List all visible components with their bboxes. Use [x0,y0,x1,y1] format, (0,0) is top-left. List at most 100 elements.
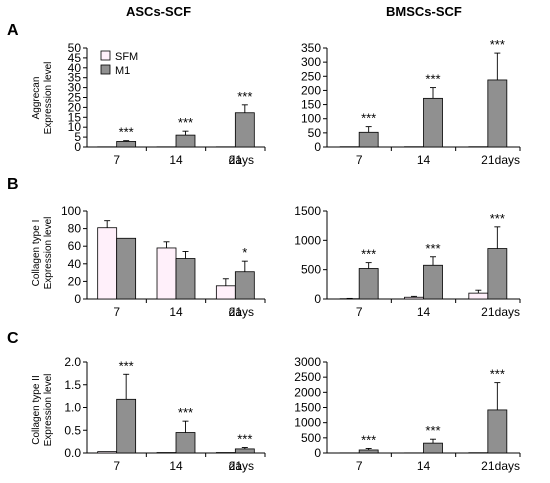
bar-r1c0-M1-2 [234,271,255,300]
legend-swatch-sfm [100,50,111,61]
y-tick-label-r0c0-0: 0 [74,140,81,154]
x-tick-label-r2c1-2: 21 [481,459,495,473]
y-tick-label-r2c0-2: 1.0 [64,401,81,415]
y-tick-label-r2c0-0: 0.0 [64,446,81,460]
y-tick-label-r0c0-3: 15 [68,110,82,124]
column-title-ascs: ASCs-SCF [126,4,192,19]
y-tick-label-r0c0-8: 40 [68,61,82,75]
y-tick-label-r0c1-2: 100 [301,112,321,126]
x-unit-label-r1c0: days [229,305,254,319]
y-tick-label-r1c1-2: 1000 [294,233,321,247]
x-tick-label-r0c0-0: 7 [113,153,120,167]
bar-r0c0-M1-0 [116,141,137,148]
y-tick-label-r2c1-6: 3000 [294,355,321,369]
x-tick-label-r2c0-1: 14 [169,459,183,473]
bar-r1c0-M1-0 [116,237,137,300]
legend-label-sfm: SFM [115,51,138,63]
y-tick-label-r2c0-1: 0.5 [64,423,81,437]
significance-r2c1-0: *** [361,432,376,447]
y-tick-label-r1c0-3: 60 [68,239,82,253]
bar-r1c1-SFM-1 [404,296,424,300]
y-tick-label-r0c0-2: 10 [68,120,82,134]
y-tick-label-r0c1-0: 0 [314,140,321,154]
y-tick-label-r0c0-6: 30 [68,81,82,95]
bar-r1c0-SFM-2 [215,285,236,300]
y-tick-label-r2c1-2: 1000 [294,416,321,430]
bar-r0c1-M1-1 [423,97,443,148]
bar-r1c1-SFM-2 [468,292,489,300]
y-tick-label-r0c0-9: 45 [68,51,82,65]
y-tick-label-r2c1-5: 2500 [294,370,321,384]
x-tick-label-r2c1-1: 14 [417,459,431,473]
significance-r0c0-1: *** [178,115,193,130]
y-tick-label-r1c0-2: 40 [68,257,82,271]
y-tick-label-r0c1-6: 300 [301,55,321,69]
bar-r0c0-M1-2 [234,112,255,148]
significance-r2c1-2: *** [490,367,505,382]
x-tick-label-r2c0-0: 7 [113,459,120,473]
x-tick-label-r1c1-2: 21 [481,305,495,319]
legend-swatch-m1 [100,64,111,75]
bar-r2c1-M1-1 [423,442,443,454]
bar-r1c0-M1-1 [175,258,196,300]
x-tick-label-r0c1-1: 14 [417,153,431,167]
y-tick-label-r2c1-1: 500 [301,431,321,445]
y-tick-label-r2c1-3: 1500 [294,401,321,415]
row-label-b: B [7,176,19,193]
bar-r2c0-M1-2 [234,448,255,454]
bar-r0c1-M1-2 [487,79,508,148]
significance-r0c1-2: *** [490,37,505,52]
bar-r0c0-M1-1 [175,134,196,148]
y-tick-label-r2c1-0: 0 [314,446,321,460]
significance-r2c1-1: *** [425,423,440,438]
bar-r2c0-M1-1 [175,432,196,454]
x-unit-label-r0c0: days [229,153,254,167]
y-tick-label-r1c1-1: 500 [301,263,321,277]
significance-r1c1-1: *** [425,241,440,256]
y-tick-label-r1c0-1: 20 [68,274,82,288]
y-tick-label-r0c1-7: 350 [301,41,321,55]
x-unit-label-r1c1: days [495,305,520,319]
y-tick-label-r1c0-4: 80 [68,222,82,236]
legend-label-m1: M1 [115,65,130,77]
x-unit-label-r2c1: days [495,459,520,473]
bar-r1c0-SFM-0 [97,227,118,300]
y-tick-label-r1c0-5: 100 [61,204,81,218]
y-tick-label-r1c1-3: 1500 [294,204,321,218]
x-tick-label-r2c1-0: 7 [356,459,363,473]
x-tick-label-r1c0-2: 21 [229,305,243,319]
bar-r2c0-SFM-0 [97,451,118,454]
significance-r2c0-1: *** [178,405,193,420]
significance-r1c1-0: *** [361,247,376,262]
bar-r2c0-M1-0 [116,398,137,454]
y-tick-label-r2c0-3: 1.5 [64,378,81,392]
significance-r0c0-0: *** [119,125,134,140]
row-label-c: C [7,330,19,347]
x-unit-label-r2c0: days [229,459,254,473]
y-tick-label-r0c0-1: 5 [74,130,81,144]
y-tick-label-r0c0-4: 20 [68,100,82,114]
x-tick-label-r0c1-2: 21 [481,153,495,167]
y-tick-label-r1c1-0: 0 [314,292,321,306]
y-tick-label-r2c0-4: 2.0 [64,355,81,369]
y-tick-label-r2c1-4: 2000 [294,385,321,399]
x-tick-label-r1c0-0: 7 [113,305,120,319]
row-label-a: A [7,22,19,39]
bar-r1c0-SFM-1 [156,247,177,300]
significance-r0c0-2: *** [237,89,252,104]
x-tick-label-r1c0-1: 14 [169,305,183,319]
y-tick-label-r0c0-5: 25 [68,91,82,105]
bar-r2c1-M1-0 [358,449,379,454]
significance-r0c1-0: *** [361,111,376,126]
bar-r1c1-M1-1 [423,264,443,300]
significance-r1c1-2: *** [490,211,505,226]
x-tick-label-r0c0-1: 14 [169,153,183,167]
significance-r2c0-0: *** [119,358,134,373]
bar-r2c1-M1-2 [487,409,508,454]
x-tick-label-r0c1-0: 7 [356,153,363,167]
column-title-bmscs: BMSCs-SCF [386,4,462,19]
x-tick-label-r1c1-0: 7 [356,305,363,319]
bar-r1c1-M1-2 [487,248,508,300]
